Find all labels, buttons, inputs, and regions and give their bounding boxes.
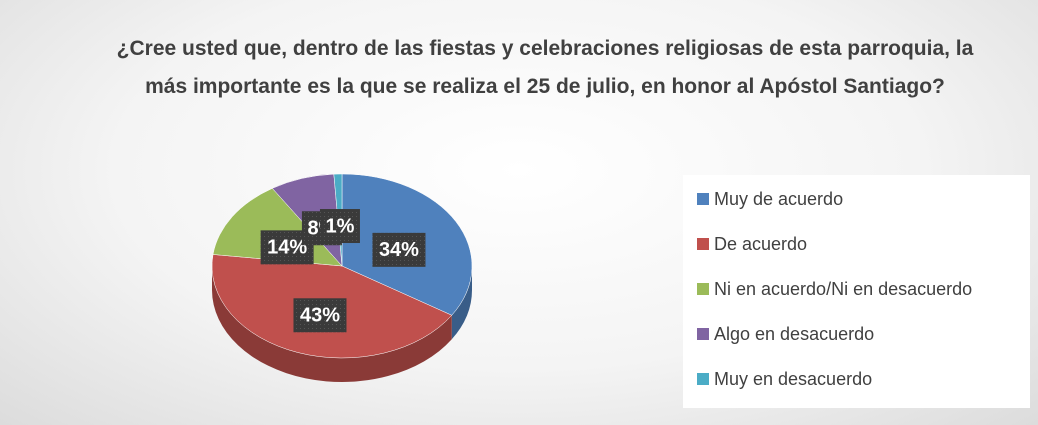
data-label: 1% <box>326 215 355 237</box>
slice-side <box>451 266 472 340</box>
legend-swatch <box>697 283 709 295</box>
slice-side <box>212 266 452 382</box>
legend-swatch <box>697 373 709 385</box>
legend-label: Ni en acuerdo/Ni en desacuerdo <box>714 279 972 299</box>
legend-label: Algo en desacuerdo <box>714 324 874 344</box>
data-label-box <box>293 298 347 333</box>
legend-swatch <box>697 238 709 250</box>
data-label-box <box>372 232 426 267</box>
legend-box <box>683 175 1030 408</box>
data-label: 34% <box>379 239 419 261</box>
legend-label: Muy de acuerdo <box>714 189 843 209</box>
legend-swatch <box>697 328 709 340</box>
chart-title: ¿Cree usted que, dentro de las fiestas y… <box>116 37 974 98</box>
data-label-box <box>319 209 360 244</box>
legend-label: Muy en desacuerdo <box>714 369 872 389</box>
data-label: 14% <box>267 237 307 259</box>
legend-label: De acuerdo <box>714 234 807 254</box>
legend-swatch <box>697 193 709 205</box>
data-label: 43% <box>300 305 340 327</box>
